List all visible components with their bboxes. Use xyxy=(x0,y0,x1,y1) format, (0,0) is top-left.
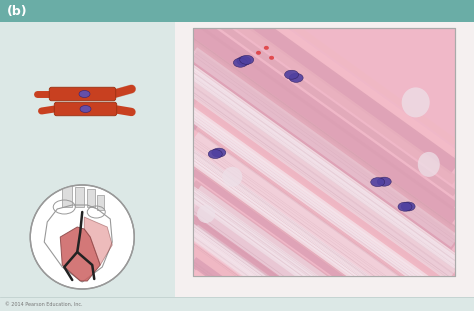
Circle shape xyxy=(30,185,134,289)
Ellipse shape xyxy=(233,58,247,67)
Ellipse shape xyxy=(197,205,215,223)
Ellipse shape xyxy=(240,55,254,64)
Ellipse shape xyxy=(269,56,274,60)
Ellipse shape xyxy=(284,70,299,79)
Ellipse shape xyxy=(208,150,222,159)
Bar xyxy=(0,0,474,22)
Bar xyxy=(97,195,104,210)
Ellipse shape xyxy=(79,91,90,98)
Ellipse shape xyxy=(371,178,385,187)
Text: (b): (b) xyxy=(7,4,27,17)
Bar xyxy=(75,187,84,207)
Ellipse shape xyxy=(80,105,91,113)
Ellipse shape xyxy=(264,46,269,50)
Polygon shape xyxy=(60,227,100,281)
Ellipse shape xyxy=(237,56,251,65)
FancyBboxPatch shape xyxy=(54,102,117,116)
Ellipse shape xyxy=(289,73,303,82)
Ellipse shape xyxy=(222,167,242,187)
Ellipse shape xyxy=(401,87,430,117)
Ellipse shape xyxy=(398,202,412,211)
Ellipse shape xyxy=(418,152,440,177)
Ellipse shape xyxy=(256,51,261,55)
Polygon shape xyxy=(84,217,112,265)
Text: © 2014 Pearson Education, Inc.: © 2014 Pearson Education, Inc. xyxy=(5,301,82,307)
Bar xyxy=(62,185,72,207)
Bar xyxy=(0,297,474,311)
Bar xyxy=(193,28,455,276)
FancyBboxPatch shape xyxy=(49,87,116,101)
Bar xyxy=(193,28,455,276)
Bar xyxy=(175,22,474,297)
Ellipse shape xyxy=(212,148,226,157)
Bar xyxy=(87,189,95,207)
Ellipse shape xyxy=(377,177,391,186)
Ellipse shape xyxy=(401,202,415,211)
